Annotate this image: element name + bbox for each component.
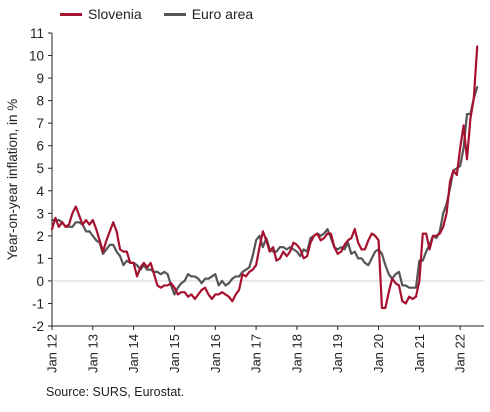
y-tick-label: 4 [36,184,44,199]
x-tick-label: Jan 14 [126,334,141,373]
y-tick-label: -2 [32,319,44,334]
y-tick-label: 7 [36,116,44,131]
x-tick-label: Jan 16 [208,334,223,373]
x-tick-label: Jan 12 [45,334,60,373]
legend-item-euro-area: Euro area [163,6,254,22]
plot-frame [51,33,484,327]
series-layer [50,45,479,310]
source-note: Source: SURS, Eurostat. [46,385,185,399]
y-axis: -2 -1 0 1 2 3 4 5 6 7 8 9 10 11 [29,26,52,334]
x-tick-label: Jan 21 [412,334,427,373]
x-tick-label: Jan 19 [330,334,345,373]
y-tick-label: 6 [36,139,44,154]
y-tick-label: -1 [32,296,44,311]
series-line-slovenia [50,45,479,310]
legend-swatch-euro-area [163,12,186,16]
legend: Slovenia Euro area [60,6,253,22]
x-tick-label: Jan 22 [453,334,468,373]
y-axis-label: Year-on-year inflation, in % [5,99,20,261]
x-tick-label: Jan 15 [167,334,182,373]
x-axis: Jan 12 Jan 13 Jan 14 Jan 15 Jan 16 Jan 17 Jan … [45,326,468,373]
legend-label-euro-area: Euro area [191,6,254,22]
legend-item-slovenia: Slovenia [60,6,142,22]
series-line-euro-area [50,85,479,296]
y-tick-label: 10 [29,49,44,64]
y-tick-label: 3 [36,206,44,221]
y-tick-label: 5 [36,161,44,176]
x-tick-label: Jan 18 [289,334,304,373]
legend-label-slovenia: Slovenia [88,6,142,22]
y-tick-label: 0 [36,274,44,289]
x-tick-label: Jan 17 [249,334,264,373]
y-tick-label: 2 [36,229,44,244]
x-tick-label: Jan 20 [371,334,386,373]
legend-swatch-slovenia [60,12,82,16]
y-tick-label: 11 [30,26,44,41]
y-tick-label: 8 [36,94,44,109]
y-tick-label: 1 [36,251,44,266]
y-tick-label: 9 [36,71,44,86]
x-tick-label: Jan 13 [85,334,100,373]
